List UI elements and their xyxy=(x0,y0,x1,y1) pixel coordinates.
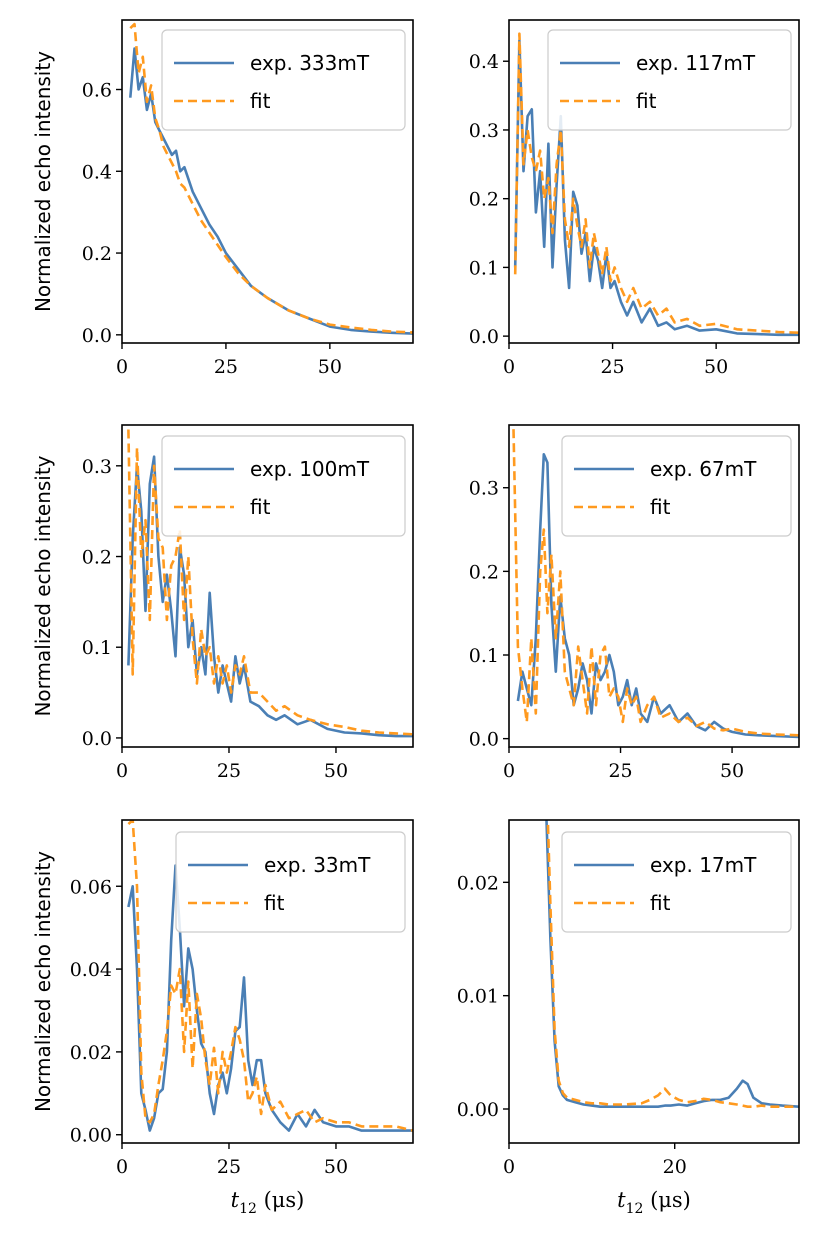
x-axis-label: t12 (μs) xyxy=(231,1188,305,1217)
y-axis-label: Normalized echo intensity xyxy=(31,455,55,716)
fit-series-line xyxy=(129,22,413,334)
x-tick-label: 25 xyxy=(608,760,632,782)
legend-fit-label: fit xyxy=(250,89,271,113)
y-tick-label: 0.00 xyxy=(457,1099,499,1121)
legend-fit-label: fit xyxy=(636,89,657,113)
x-tick-label: 50 xyxy=(324,1156,348,1178)
legend-box xyxy=(561,435,792,537)
legend-box xyxy=(161,29,406,131)
axes-frame xyxy=(121,19,414,344)
legend-exp-label: exp. 33mT xyxy=(264,853,371,877)
y-axis-label: Normalized echo intensity xyxy=(31,51,55,312)
y-tick-label: 0.6 xyxy=(82,80,112,102)
y-axis-label: Normalized echo intensity xyxy=(31,851,55,1112)
exp-series-line xyxy=(545,820,799,1108)
plot-area xyxy=(127,820,413,1132)
y-tick-label: 0.06 xyxy=(70,876,112,898)
legend: exp. 67mT fit xyxy=(561,435,792,537)
plot-area xyxy=(545,820,799,1108)
x-axis-label: t12 (μs) xyxy=(617,1188,691,1217)
y-tick-label: 0.04 xyxy=(70,959,112,981)
legend: exp. 17mT fit xyxy=(561,831,792,933)
panel-1: 0 25 50 0.0 0.2 0.4 0.6 Normalized echo intensi… xyxy=(31,19,414,378)
x-tick-label: 0 xyxy=(503,356,515,378)
legend-exp-label: exp. 117mT xyxy=(636,51,756,75)
legend: exp. 100mT fit xyxy=(161,435,406,537)
legend: exp. 333mT fit xyxy=(161,29,406,131)
x-tick-label: 25 xyxy=(217,1156,241,1178)
axes-frame xyxy=(508,424,800,748)
legend: exp. 33mT fit xyxy=(175,831,406,933)
y-tick-label: 0.0 xyxy=(82,728,112,750)
exp-series-line xyxy=(516,453,799,739)
plot-area xyxy=(129,22,413,335)
axes-frame xyxy=(508,19,800,344)
y-tick-label: 0.02 xyxy=(457,872,499,894)
fit-series-line xyxy=(127,820,413,1132)
axes-frame xyxy=(508,819,800,1144)
legend-exp-label: exp. 100mT xyxy=(250,457,370,481)
y-tick-label: 0.0 xyxy=(469,326,499,348)
legend-fit-label: fit xyxy=(264,891,285,915)
y-tick-label: 0.2 xyxy=(469,561,499,583)
y-tick-label: 0.4 xyxy=(82,161,112,183)
y-tick-label: 0.3 xyxy=(82,456,112,478)
y-tick-label: 0.0 xyxy=(469,729,499,751)
panel-5: 0 25 50 0.00 0.02 0.04 0.06 Normalized echo int… xyxy=(31,819,414,1217)
legend-box xyxy=(161,435,406,537)
x-tick-label: 50 xyxy=(318,356,342,378)
y-tick-label: 0.1 xyxy=(469,257,499,279)
legend-fit-label: fit xyxy=(650,891,671,915)
legend-fit-label: fit xyxy=(650,495,671,519)
y-tick-label: 0.0 xyxy=(82,325,112,347)
legend-exp-label: exp. 333mT xyxy=(250,51,370,75)
x-tick-label: 0 xyxy=(503,760,515,782)
legend-box xyxy=(547,29,792,131)
x-tick-label: 0 xyxy=(116,760,128,782)
fit-series-line xyxy=(127,429,413,736)
x-tick-label: 0 xyxy=(116,356,128,378)
fit-series-line xyxy=(546,820,799,1108)
y-tick-label: 0.1 xyxy=(82,637,112,659)
legend-exp-label: exp. 67mT xyxy=(650,457,757,481)
legend-box xyxy=(175,831,406,933)
y-tick-label: 0.2 xyxy=(82,243,112,265)
panel-3: 0 25 50 0.0 0.1 0.2 0.3 Normalized echo intensi… xyxy=(31,424,414,782)
y-tick-label: 0.02 xyxy=(70,1042,112,1064)
y-tick-label: 0.3 xyxy=(469,120,499,142)
legend-exp-label: exp. 17mT xyxy=(650,853,757,877)
exp-series-line xyxy=(513,39,799,337)
x-tick-label: 25 xyxy=(600,356,624,378)
x-tick-label: 20 xyxy=(663,1156,687,1178)
x-tick-label: 25 xyxy=(214,356,238,378)
y-tick-label: 0.2 xyxy=(82,547,112,569)
plot-area xyxy=(513,32,799,337)
x-tick-label: 50 xyxy=(704,356,728,378)
y-tick-label: 0.1 xyxy=(469,645,499,667)
x-tick-label: 0 xyxy=(116,1156,128,1178)
plot-area xyxy=(512,429,799,739)
x-tick-label: 50 xyxy=(324,760,348,782)
legend-box xyxy=(561,831,792,933)
axes-frame xyxy=(121,819,414,1144)
axes-frame xyxy=(121,424,414,748)
legend-fit-label: fit xyxy=(250,495,271,519)
y-tick-label: 0.4 xyxy=(469,51,499,73)
x-tick-label: 25 xyxy=(217,760,241,782)
plot-area xyxy=(127,429,413,738)
fit-series-line xyxy=(513,32,799,334)
panel-6: 0 20 0.00 0.01 0.02 t12 (μs) exp. 17mT fit xyxy=(457,819,800,1217)
x-tick-label: 50 xyxy=(720,760,744,782)
fit-series-line xyxy=(512,429,799,737)
panel-2: 0 25 50 0.0 0.1 0.2 0.3 0.4 exp. 117mT fit xyxy=(469,19,800,378)
y-tick-label: 0.3 xyxy=(469,478,499,500)
panel-4: 0 25 50 0.0 0.1 0.2 0.3 exp. 67mT fit xyxy=(469,424,800,782)
y-tick-label: 0.2 xyxy=(469,189,499,211)
y-tick-label: 0.01 xyxy=(457,986,499,1008)
x-tick-label: 0 xyxy=(503,1156,515,1178)
legend: exp. 117mT fit xyxy=(547,29,792,131)
y-tick-label: 0.00 xyxy=(70,1125,112,1147)
